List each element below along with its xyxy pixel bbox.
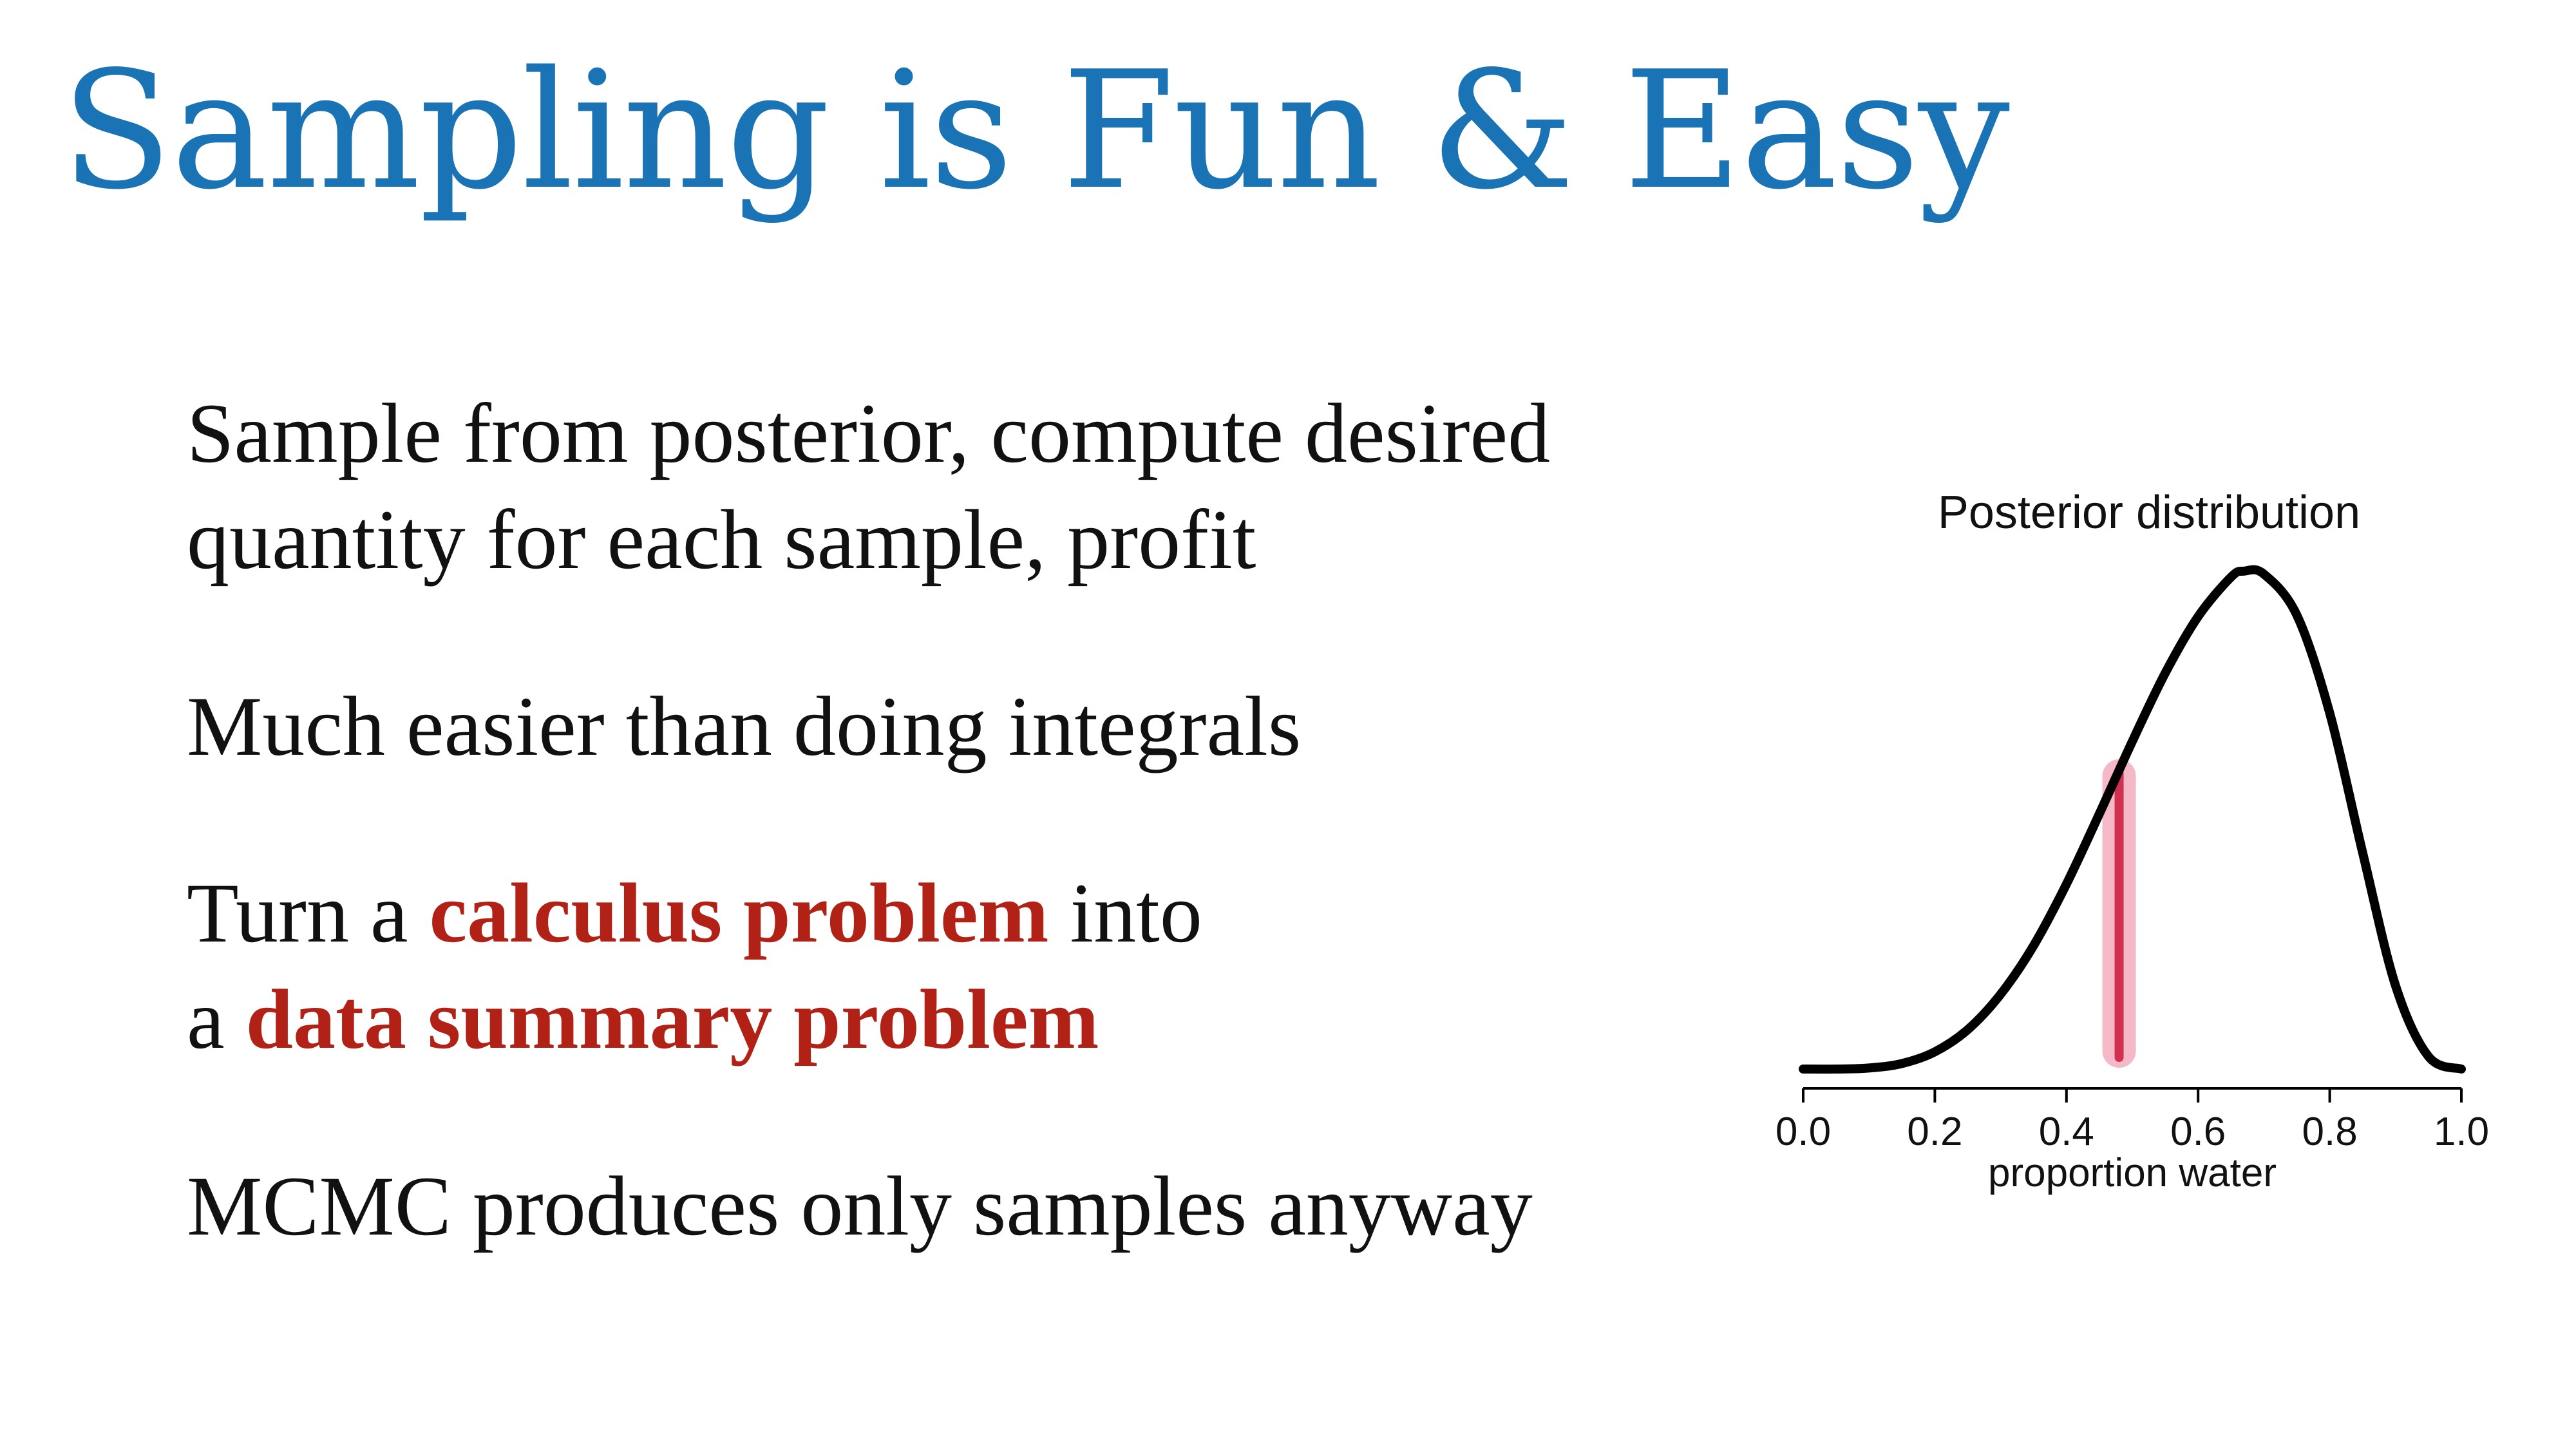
bullet-line: Sample from posterior, compute desired: [187, 386, 1550, 480]
bullet-line: Turn a calculus problem into: [187, 866, 1202, 960]
bullet-text: Sample from posterior, compute desired: [187, 386, 1551, 480]
bullet-line: quantity for each sample, profit: [187, 492, 1256, 587]
bullet-mcmc-samples: MCMC produces only samples anyway: [187, 1153, 1533, 1259]
bullet-calculus-to-data-summary: Turn a calculus problem into a data summ…: [187, 860, 1202, 1072]
emphasis-data-summary-problem: data summary problem: [245, 972, 1099, 1066]
bullet-text: quantity for each sample, profit: [187, 492, 1256, 587]
bullet-text: into: [1048, 866, 1202, 960]
posterior-curve: [1799, 565, 2466, 1074]
x-tick-label: 1.0: [2434, 1110, 2489, 1154]
x-tick-label: 0.6: [2170, 1110, 2226, 1154]
emphasis-calculus-problem: calculus problem: [429, 866, 1049, 960]
bullet-text: Turn a: [187, 866, 430, 960]
slide-title: Sampling is Fun & Easy: [61, 37, 2010, 225]
x-tick-label: 0.4: [2039, 1110, 2094, 1154]
posterior-chart: Posterior distribution 0.0 0.2 0.4 0.6 0.8 1.…: [1776, 487, 2489, 1195]
bullet-line: a data summary problem: [187, 972, 1099, 1066]
x-tick-label: 0.0: [1776, 1110, 1831, 1154]
x-axis-ticks: 0.0 0.2 0.4 0.6 0.8 1.0: [1776, 1088, 2489, 1154]
chart-title: Posterior distribution: [1938, 487, 2360, 538]
bullet-sample-from-posterior: Sample from posterior, compute desired q…: [187, 380, 1550, 592]
bullet-text: Much easier than doing integrals: [187, 679, 1302, 773]
bullet-easier-than-integrals: Much easier than doing integrals: [187, 673, 1301, 779]
x-tick-label: 0.8: [2302, 1110, 2357, 1154]
bullet-text: a: [187, 972, 246, 1066]
x-axis-label: proportion water: [1988, 1151, 2277, 1195]
x-tick-label: 0.2: [1907, 1110, 1962, 1154]
bullet-text: MCMC produces only samples anyway: [187, 1159, 1533, 1253]
